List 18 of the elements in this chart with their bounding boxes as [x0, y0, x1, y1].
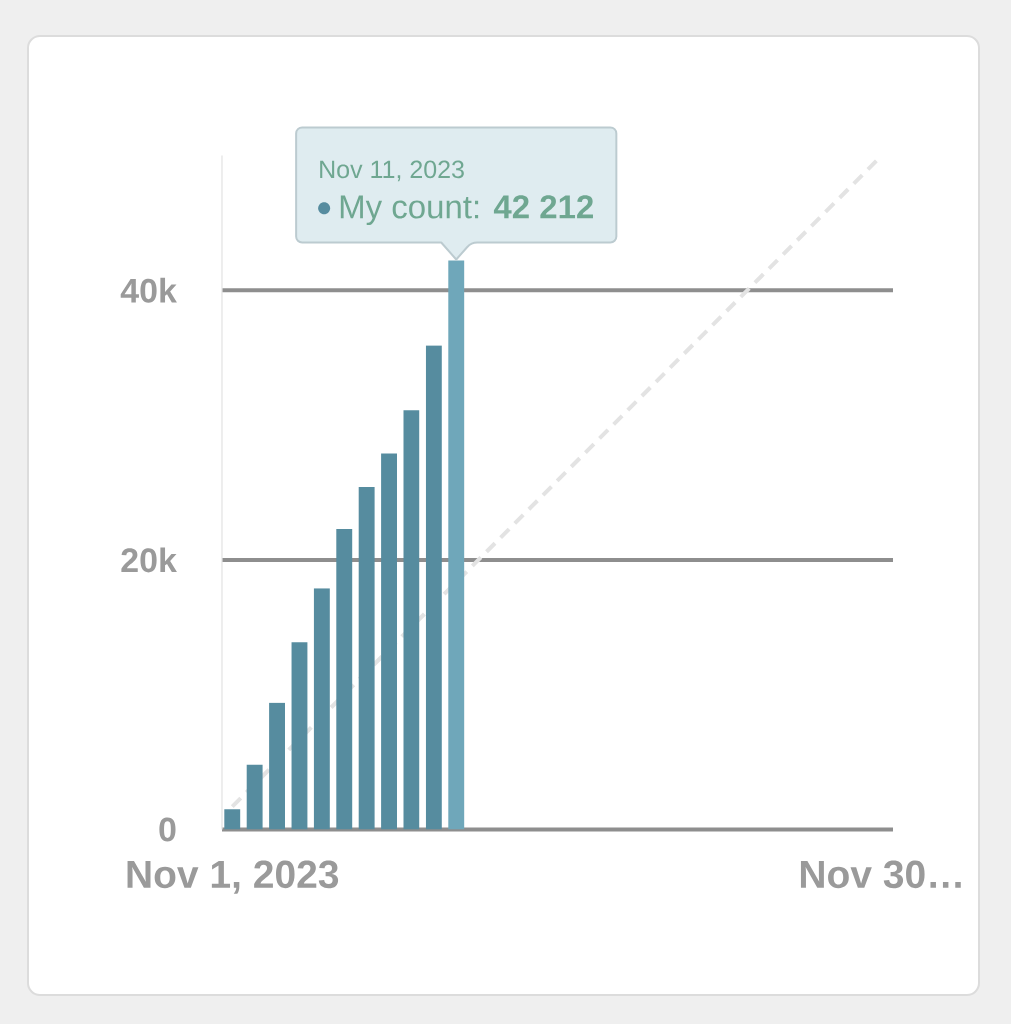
bar [381, 453, 397, 830]
bar [448, 260, 465, 830]
y-tick-label: 20k [121, 547, 177, 573]
annotation: Nov 11, 2023 [320, 160, 464, 182]
bar [425, 345, 442, 830]
bar [269, 702, 286, 830]
y-tick-label: 40k [120, 277, 177, 303]
x-tick-label: Nov 30… [800, 860, 961, 889]
bar [224, 809, 241, 830]
x-tick-label: Nov 1, 2023 [127, 860, 339, 894]
bar [403, 410, 420, 830]
bar [358, 487, 375, 830]
y-tick-label: 0 [159, 817, 176, 842]
bar [246, 764, 263, 830]
bar [291, 642, 308, 830]
bar [336, 528, 353, 830]
annotation: My count: 42 212 [340, 195, 593, 226]
bar [313, 588, 330, 830]
